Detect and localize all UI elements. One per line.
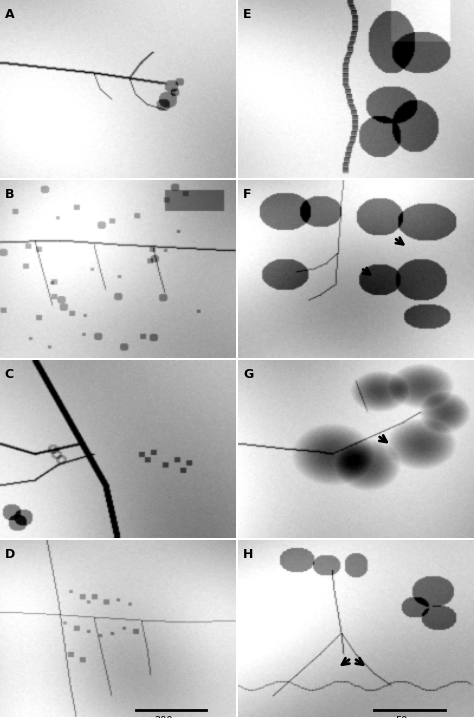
Text: F: F bbox=[243, 188, 251, 201]
Text: B: B bbox=[5, 188, 14, 201]
Text: E: E bbox=[243, 9, 251, 22]
Text: D: D bbox=[5, 549, 15, 561]
Text: G: G bbox=[243, 368, 253, 381]
Text: H: H bbox=[243, 549, 253, 561]
Text: 200μm: 200μm bbox=[154, 716, 188, 718]
Text: A: A bbox=[5, 9, 14, 22]
Text: C: C bbox=[5, 368, 14, 381]
Text: 50μm: 50μm bbox=[395, 716, 423, 718]
